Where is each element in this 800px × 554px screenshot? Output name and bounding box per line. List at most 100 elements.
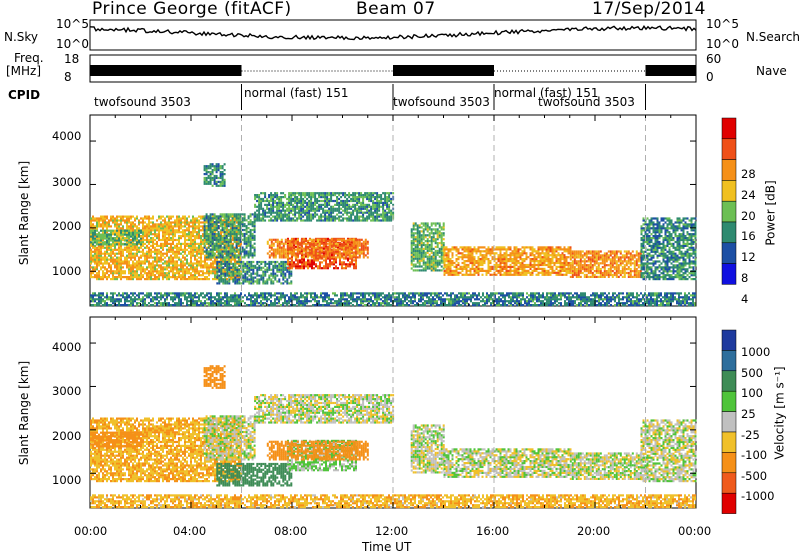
power-cell (221, 213, 224, 216)
power-cell (420, 240, 423, 243)
power-cell (410, 247, 413, 250)
power-cell (104, 233, 106, 236)
power-cell (140, 260, 142, 263)
power-cell (219, 213, 222, 216)
power-cell (346, 194, 349, 197)
power-cell (292, 248, 295, 251)
power-cell (148, 223, 150, 226)
power-cell (443, 273, 446, 276)
power-cell (286, 215, 289, 218)
power-cell (465, 260, 468, 263)
power-cell (296, 246, 299, 249)
power-cell (362, 250, 365, 253)
power-cell (463, 261, 466, 265)
power-cell (198, 262, 200, 265)
power-cell (110, 239, 112, 242)
power-cell (221, 250, 224, 253)
power-cell (249, 213, 252, 216)
power-cell (114, 243, 116, 246)
power-cell (208, 268, 210, 271)
power-cell (237, 217, 240, 220)
power-cell (190, 231, 192, 234)
power-cell (297, 263, 299, 266)
power-cell (463, 254, 466, 257)
power-cell (320, 213, 323, 216)
power-cell (420, 249, 423, 252)
power-cell (190, 268, 192, 271)
power-cell (418, 263, 421, 266)
power-cell (290, 240, 293, 243)
power-cell (308, 199, 311, 203)
power-cell (108, 241, 110, 244)
power-cell (204, 221, 206, 224)
power-cell (158, 223, 160, 226)
power-cell (300, 246, 303, 249)
power-cell (430, 238, 433, 241)
power-cell (270, 280, 273, 283)
power-cell (294, 252, 297, 255)
power-cell (362, 246, 365, 249)
power-cell (324, 240, 327, 243)
power-cell (270, 209, 273, 212)
power-cell (186, 248, 188, 251)
power-cell (188, 250, 190, 253)
power-cell (467, 254, 470, 257)
power-cell (108, 252, 110, 255)
power-cell (430, 222, 433, 225)
power-cell (475, 269, 478, 272)
power-cell (412, 257, 415, 260)
power-cell (274, 250, 277, 253)
power-cell (220, 274, 222, 277)
power-cell (246, 280, 249, 283)
power-cell (358, 209, 361, 212)
power-cell (348, 246, 351, 249)
power-cell (168, 256, 170, 259)
power-cell (136, 237, 138, 240)
power-cell (316, 199, 319, 203)
power-cell (229, 221, 232, 224)
power-cell (142, 260, 144, 263)
power-cell (205, 250, 208, 253)
power-cell (118, 231, 120, 234)
power-cell (447, 258, 450, 261)
power-cell (186, 223, 188, 226)
power-cell (247, 254, 250, 257)
power-cell (360, 207, 363, 210)
power-cell (214, 268, 216, 271)
power-cell (154, 258, 156, 261)
power-cell (166, 278, 168, 281)
power-cell (248, 260, 251, 264)
power-cell (210, 262, 212, 265)
power-cell (90, 260, 92, 263)
power-cell (364, 192, 367, 195)
power-cell (274, 262, 277, 265)
power-cell (436, 251, 439, 254)
power-cell (284, 268, 287, 271)
power-cell (126, 231, 128, 234)
power-cell (132, 240, 134, 244)
power-cell (242, 266, 245, 269)
power-cell (465, 269, 468, 272)
power-cell (243, 240, 246, 243)
power-cell (140, 274, 142, 277)
power-cell (308, 217, 311, 220)
power-cell (116, 229, 118, 232)
power-cell (270, 272, 273, 275)
power-cell (158, 258, 160, 261)
power-cell (172, 225, 174, 228)
power-cell (188, 227, 190, 230)
power-cell (168, 248, 170, 251)
power-cell (461, 269, 464, 272)
power-cell (108, 237, 110, 240)
power-cell (316, 201, 319, 204)
power-cell (416, 230, 419, 233)
power-cell (207, 227, 210, 230)
power-cell (295, 237, 297, 240)
power-cell (252, 270, 255, 273)
power-cell (178, 219, 180, 222)
power-cell (184, 219, 186, 222)
power-cell (132, 272, 134, 275)
power-cell (229, 225, 232, 228)
power-cell (100, 250, 102, 253)
power-cell (236, 266, 239, 269)
